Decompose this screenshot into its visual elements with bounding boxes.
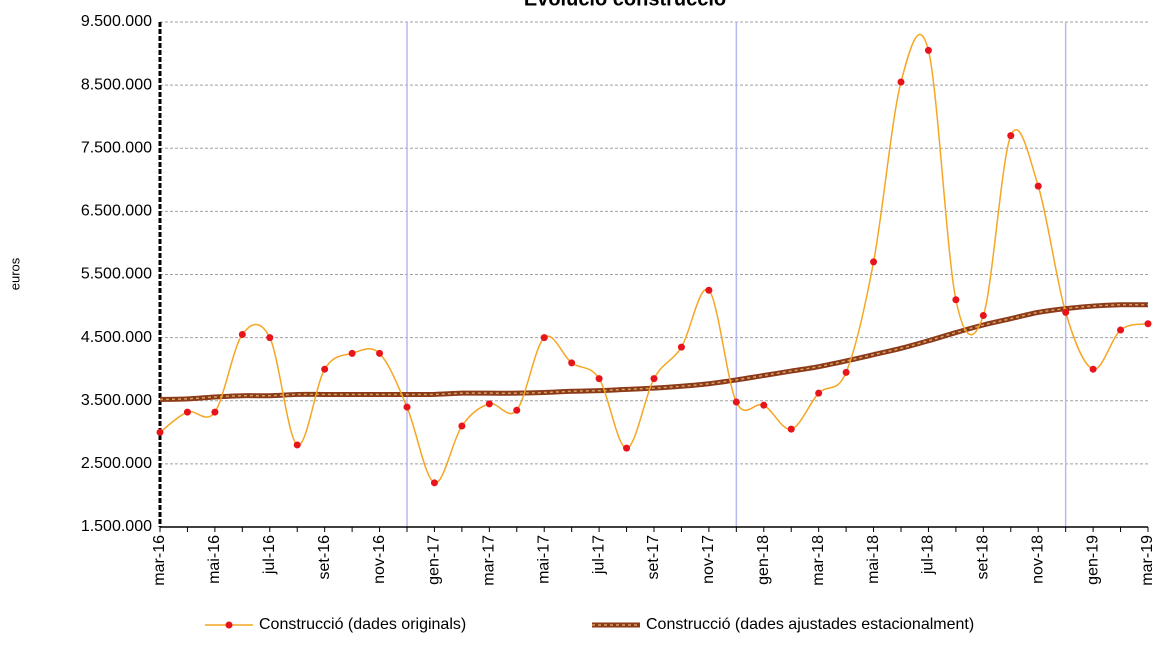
point bbox=[897, 78, 905, 86]
legend-label: Construcció (dades ajustades estacionalm… bbox=[646, 616, 974, 633]
y-tick-label: 9.500.000 bbox=[81, 13, 152, 30]
point bbox=[183, 408, 191, 416]
x-tick-label: gen-19 bbox=[1084, 535, 1101, 585]
point bbox=[732, 398, 740, 406]
x-tick-label: set-17 bbox=[645, 535, 662, 580]
point bbox=[458, 422, 466, 430]
point bbox=[1007, 132, 1015, 140]
point bbox=[1034, 182, 1042, 190]
y-tick-label: 5.500.000 bbox=[81, 266, 152, 283]
point bbox=[321, 365, 329, 373]
chart-title: Evolució construcció bbox=[524, 0, 726, 10]
x-tick-label: jul-18 bbox=[920, 535, 937, 575]
point bbox=[924, 46, 932, 54]
point bbox=[650, 375, 658, 383]
point bbox=[376, 349, 384, 357]
point bbox=[1117, 326, 1125, 334]
x-tick-label: mai-18 bbox=[865, 535, 882, 584]
x-tick-label: set-16 bbox=[316, 535, 333, 580]
trend-line bbox=[159, 302, 1149, 402]
point bbox=[266, 334, 274, 342]
y-tick-label: 6.500.000 bbox=[81, 203, 152, 220]
point bbox=[540, 334, 548, 342]
point bbox=[1062, 308, 1070, 316]
x-tick-label: mar-17 bbox=[481, 535, 498, 586]
point bbox=[293, 441, 301, 449]
y-tick-label: 7.500.000 bbox=[81, 139, 152, 156]
point bbox=[595, 375, 603, 383]
point bbox=[156, 428, 164, 436]
x-tick-label: nov-16 bbox=[371, 535, 388, 584]
point bbox=[430, 479, 438, 487]
point bbox=[513, 406, 521, 414]
x-tick-label: nov-18 bbox=[1029, 535, 1046, 584]
x-tick-label: jul-17 bbox=[590, 535, 607, 575]
y-tick-label: 1.500.000 bbox=[81, 518, 152, 535]
x-tick-label: mar-18 bbox=[810, 535, 827, 586]
series-line bbox=[159, 33, 1149, 484]
point bbox=[760, 401, 768, 409]
point bbox=[787, 425, 795, 433]
x-tick-label: mar-16 bbox=[151, 535, 168, 586]
point bbox=[952, 296, 960, 304]
y-tick-label: 8.500.000 bbox=[81, 76, 152, 93]
legend-marker bbox=[225, 621, 233, 629]
point bbox=[568, 359, 576, 367]
point bbox=[238, 330, 246, 338]
point bbox=[485, 400, 493, 408]
point bbox=[979, 312, 987, 320]
point bbox=[815, 389, 823, 397]
y-tick-label: 3.500.000 bbox=[81, 392, 152, 409]
trend-line-dash bbox=[159, 303, 1149, 401]
x-tick-label: gen-17 bbox=[426, 535, 443, 585]
point bbox=[1144, 320, 1152, 328]
x-tick-label: mai-17 bbox=[535, 535, 552, 584]
point bbox=[211, 408, 219, 416]
x-tick-label: jul-16 bbox=[261, 535, 278, 575]
point bbox=[403, 403, 411, 411]
y-tick-label: 2.500.000 bbox=[81, 455, 152, 472]
point bbox=[348, 349, 356, 357]
point bbox=[870, 258, 878, 266]
point bbox=[842, 368, 850, 376]
y-axis-label: euros bbox=[7, 257, 22, 290]
x-tick-label: mai-16 bbox=[206, 535, 223, 584]
point bbox=[677, 343, 685, 351]
legend-label: Construcció (dades originals) bbox=[259, 616, 466, 633]
x-tick-label: nov-17 bbox=[700, 535, 717, 584]
point bbox=[623, 444, 631, 452]
x-tick-label: set-18 bbox=[975, 535, 992, 580]
y-tick-label: 4.500.000 bbox=[81, 329, 152, 346]
x-tick-label: mar-19 bbox=[1139, 535, 1156, 586]
point bbox=[1089, 365, 1097, 373]
x-tick-label: gen-18 bbox=[755, 535, 772, 585]
point bbox=[705, 286, 713, 294]
